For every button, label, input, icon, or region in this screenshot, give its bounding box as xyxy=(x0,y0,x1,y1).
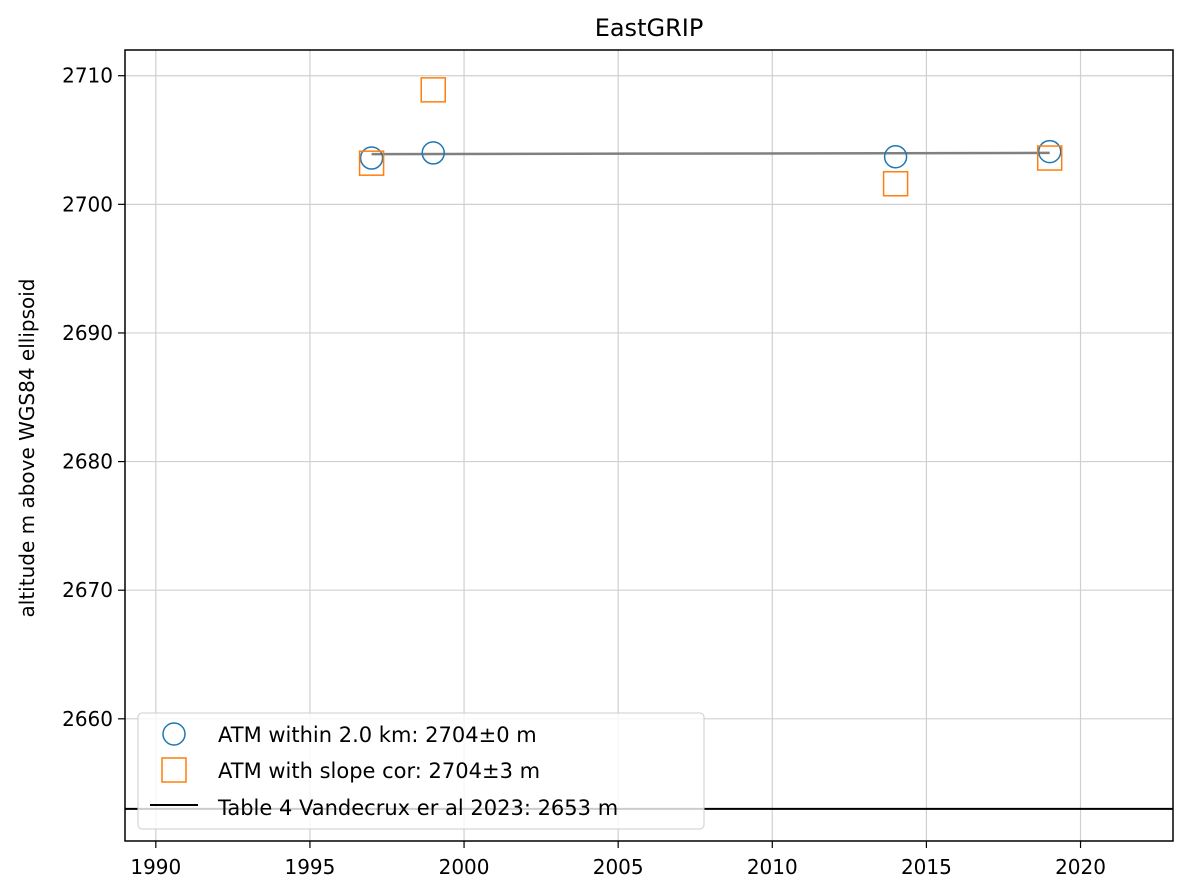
circle-data-point xyxy=(359,146,384,170)
legend-circle-marker xyxy=(162,722,186,746)
legend-label-reference: Table 4 Vandecrux er al 2023: 2653 m xyxy=(217,796,618,820)
x-tick-label: 2005 xyxy=(593,855,644,879)
circle-data-point xyxy=(421,141,445,165)
square-data-point xyxy=(358,150,385,176)
x-tick-label: 2000 xyxy=(439,855,490,879)
y-tick-label: 2690 xyxy=(62,321,113,345)
x-tick-label: 2020 xyxy=(1055,855,1106,879)
markers xyxy=(358,77,1063,197)
square-data-point xyxy=(1036,145,1063,171)
legend-label-atm-slope: ATM with slope cor: 2704±3 m xyxy=(218,759,540,783)
plot-frame xyxy=(124,49,1174,842)
circle-data-point xyxy=(883,145,908,169)
y-tick-label: 2680 xyxy=(62,450,113,474)
trend-line-layer xyxy=(371,151,1050,156)
x-tick-label: 2015 xyxy=(901,855,952,879)
y-tick-label: 2710 xyxy=(62,64,113,88)
x-tick-label: 2010 xyxy=(747,855,798,879)
y-tick-label: 2700 xyxy=(62,192,113,216)
y-tick-label: 2660 xyxy=(62,707,113,731)
square-data-point xyxy=(882,171,909,197)
circle-data-point xyxy=(1037,139,1062,164)
x-tick-label: 1990 xyxy=(130,855,181,879)
square-data-point xyxy=(420,77,446,103)
legend-square-marker xyxy=(161,757,187,783)
legend-box xyxy=(137,712,705,830)
legend-label-atm-within: ATM within 2.0 km: 2704±0 m xyxy=(218,723,537,747)
y-axis-label: altitude m above WGS84 ellipsoid xyxy=(15,279,39,618)
trend-line xyxy=(371,151,1050,156)
axes: 1990 1995 2000 2005 2010 2015 2020 2660 2670 2680… xyxy=(62,49,1174,879)
legend: ATM within 2.0 km: 2704±0 m ATM with slo… xyxy=(137,712,705,830)
chart-title: EastGRIP xyxy=(595,14,704,42)
y-tick-label: 2670 xyxy=(62,578,113,602)
x-tick-label: 1995 xyxy=(284,855,335,879)
